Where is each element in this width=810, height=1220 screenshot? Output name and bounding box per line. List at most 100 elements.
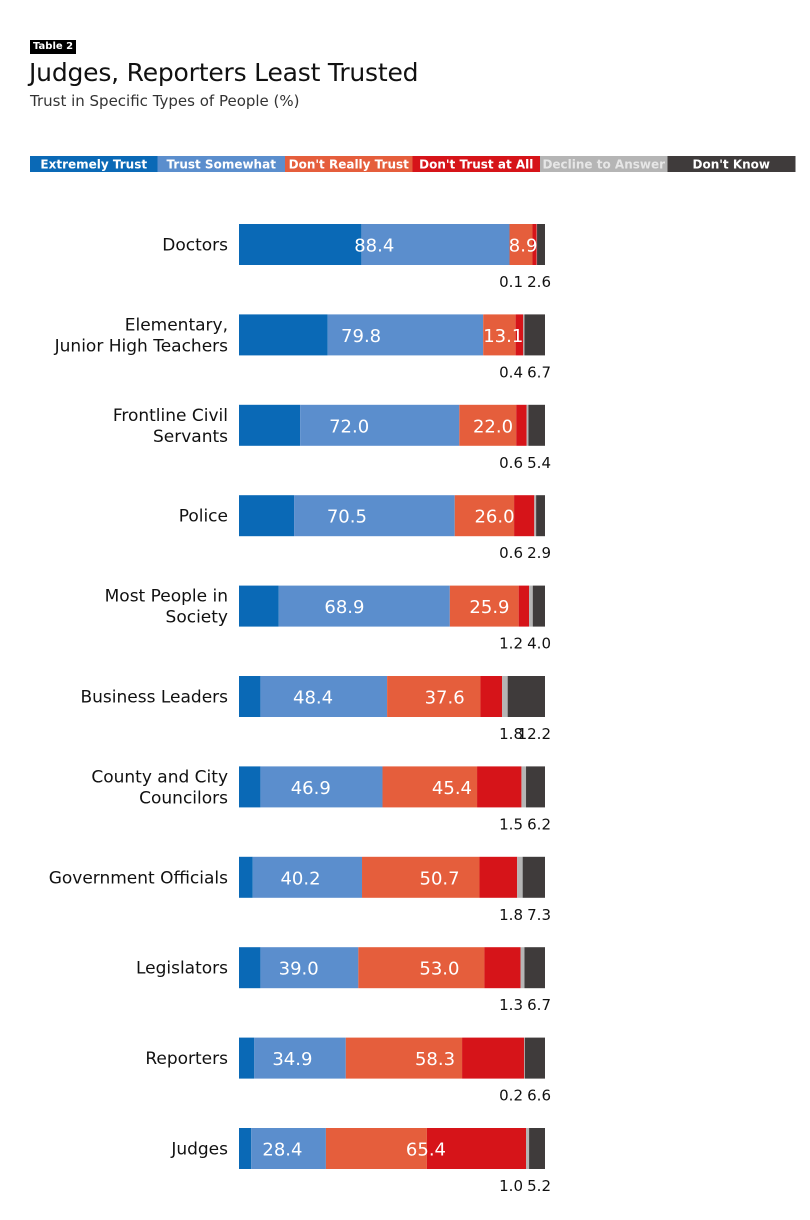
decline-value-label: 0.1: [499, 273, 523, 291]
decline-value-label: 1.8: [499, 725, 523, 743]
bar-segment-4: [426, 1128, 527, 1169]
bar-segment-6: [532, 585, 545, 627]
bar-segment-1: [239, 404, 301, 446]
legend-label-2: Trust Somewhat: [167, 158, 277, 172]
trust-total-label: 70.5: [327, 507, 367, 528]
bar-segment-4: [462, 1037, 525, 1079]
trust-total-label: 48.4: [293, 688, 333, 709]
bar-segment-5: [524, 1037, 525, 1079]
chart-title: Judges, Reporters Least Trusted: [29, 58, 419, 87]
bar-segment-2: [254, 1037, 346, 1079]
dont-know-value-label: 6.6: [527, 1087, 551, 1105]
category-label: County and City: [91, 767, 228, 787]
bar-segment-1: [239, 1037, 255, 1079]
decline-value-label: 1.2: [499, 635, 523, 653]
bar-segment-1: [239, 676, 261, 717]
legend-swatch-3: [285, 156, 413, 172]
legend-label-4: Don't Trust at All: [419, 158, 533, 172]
legend-swatch-1: [30, 156, 158, 172]
bar-segment-1: [239, 856, 253, 898]
dont-know-value-label: 5.2: [527, 1177, 551, 1195]
bar-segment-4: [480, 676, 503, 717]
bar-segment-3: [454, 495, 515, 537]
bar-segment-5: [526, 404, 529, 446]
bar-segment-2: [278, 585, 450, 627]
category-label: Legislators: [136, 959, 228, 979]
decline-value-label: 1.5: [499, 815, 523, 833]
bar-segment-1: [239, 766, 261, 808]
distrust-total-label: 13.1: [483, 326, 523, 347]
bar-segment-5: [502, 676, 508, 717]
dont-know-value-label: 12.2: [518, 725, 551, 743]
bar-segment-6: [536, 495, 545, 537]
legend-swatch-6: [667, 156, 796, 172]
decline-value-label: 1.0: [499, 1177, 523, 1195]
distrust-total-label: 22.0: [473, 416, 513, 437]
bar-segment-4: [516, 404, 527, 446]
bar-segment-6: [524, 314, 545, 356]
category-label: Doctors: [162, 236, 228, 256]
bar-segment-2: [260, 676, 388, 717]
distrust-total-label: 25.9: [469, 597, 509, 618]
category-label: Councilors: [139, 788, 228, 808]
bar-segment-3: [345, 1037, 463, 1079]
trust-total-label: 46.9: [291, 778, 331, 799]
decline-value-label: 1.8: [499, 906, 523, 924]
bar-segment-6: [526, 766, 545, 808]
dont-know-value-label: 6.7: [527, 363, 551, 381]
dont-know-value-label: 5.4: [527, 454, 551, 472]
bar-segment-4: [484, 947, 521, 989]
bar-segment-3: [325, 1128, 427, 1169]
category-label: Government Officials: [49, 868, 228, 888]
bar-segment-6: [528, 404, 545, 446]
legend-label-3: Don't Really Trust: [289, 158, 410, 172]
bar-segment-1: [239, 314, 328, 356]
bar-segment-3: [382, 766, 478, 808]
category-label: Business Leaders: [80, 688, 228, 708]
dont-know-value-label: 7.3: [527, 906, 551, 924]
distrust-total-label: 45.4: [432, 778, 472, 799]
bar-segment-4: [532, 224, 537, 265]
bar-segment-2: [260, 947, 359, 989]
bar-segment-1: [239, 585, 279, 627]
bar-segment-2: [251, 1128, 326, 1169]
category-label: Elementary,: [125, 315, 228, 335]
bar-segment-5: [534, 495, 537, 537]
distrust-total-label: 8.9: [509, 236, 538, 257]
bar-segment-6: [537, 224, 545, 265]
dont-know-value-label: 6.2: [527, 815, 551, 833]
distrust-total-label: 26.0: [474, 507, 514, 528]
table-tag: Table 2: [30, 40, 77, 54]
bar-segment-4: [518, 585, 530, 627]
dont-know-value-label: 2.9: [527, 544, 551, 562]
bar-segment-3: [358, 947, 485, 989]
distrust-total-label: 65.4: [406, 1140, 446, 1161]
bar-segment-1: [239, 1128, 252, 1169]
category-label: Most People in: [105, 587, 228, 607]
distrust-total-label: 37.6: [425, 688, 465, 709]
bar-segment-3: [509, 224, 533, 265]
bar-segment-3: [362, 856, 480, 898]
legend-label-5: Decline to Answer: [542, 158, 665, 172]
bar-segment-4: [515, 314, 524, 356]
bar-segment-2: [361, 224, 510, 265]
trust-total-label: 79.8: [341, 326, 381, 347]
decline-value-label: 1.3: [499, 996, 523, 1014]
trust-total-label: 88.4: [354, 236, 394, 257]
trust-total-label: 28.4: [262, 1140, 302, 1161]
bar-segment-4: [514, 495, 535, 537]
decline-value-label: 0.4: [499, 363, 523, 381]
dont-know-value-label: 6.7: [527, 996, 551, 1014]
category-label: Junior High Teachers: [54, 336, 228, 356]
bar-segment-1: [239, 495, 295, 537]
category-label: Servants: [153, 427, 228, 447]
trust-total-label: 68.9: [324, 597, 364, 618]
bar-segment-1: [239, 224, 362, 265]
bar-segment-3: [449, 585, 519, 627]
category-label: Society: [166, 608, 228, 628]
distrust-total-label: 50.7: [420, 868, 460, 889]
bar-segment-6: [529, 1128, 545, 1169]
bar-segment-5: [517, 856, 523, 898]
legend-swatch-2: [157, 156, 286, 172]
trust-total-label: 34.9: [272, 1049, 312, 1070]
